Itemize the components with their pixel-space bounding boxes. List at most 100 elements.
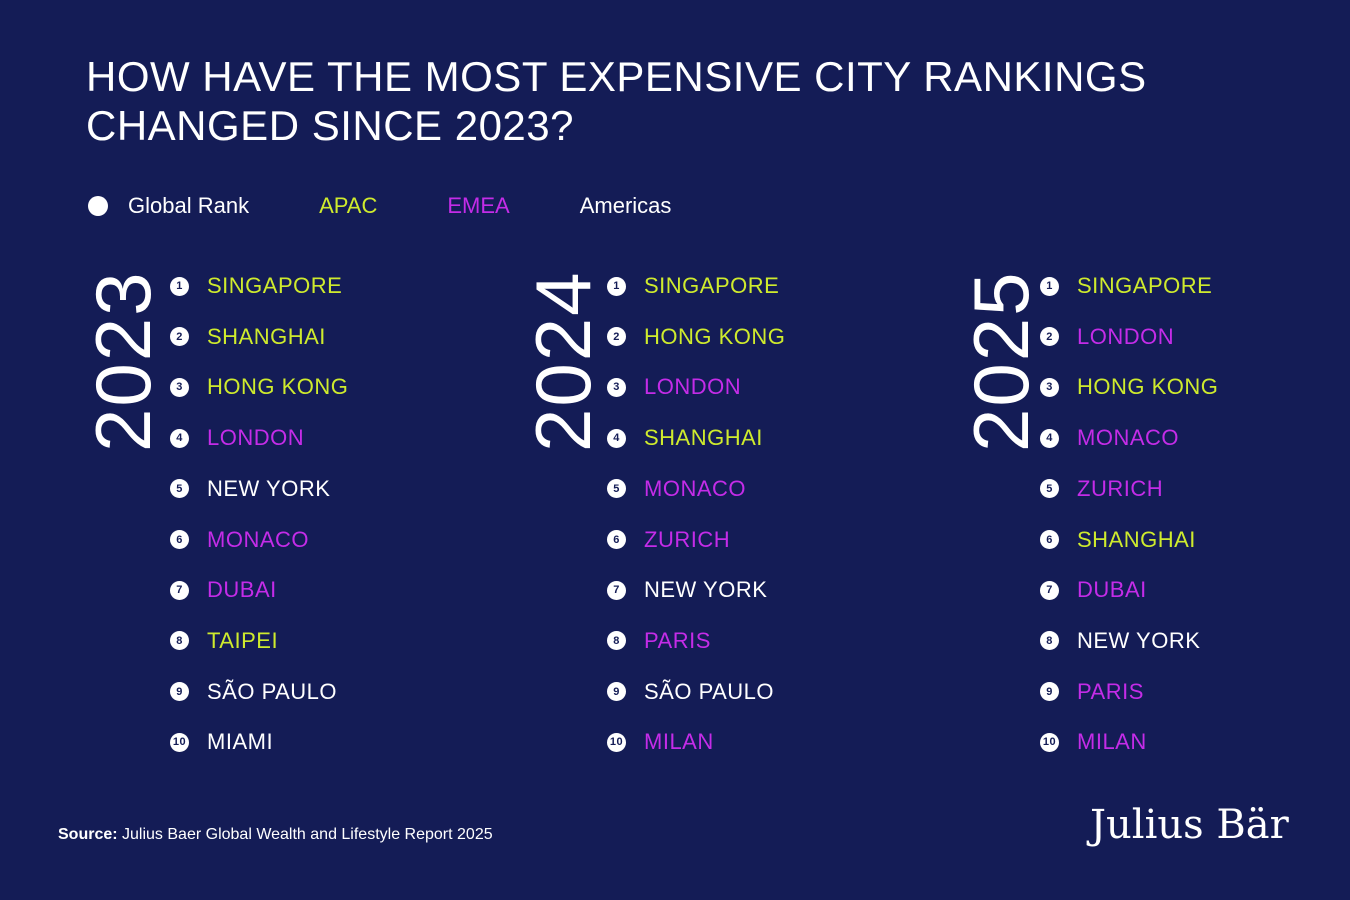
- ranking-row: 4 LONDON: [170, 420, 304, 456]
- ranking-row: 2 SHANGHAI: [170, 319, 326, 355]
- city-name: PARIS: [644, 627, 711, 653]
- city-name: PARIS: [1077, 678, 1144, 704]
- rank-badge: 4: [170, 428, 189, 448]
- rank-badge: 2: [607, 327, 626, 347]
- city-name: MONACO: [207, 526, 309, 552]
- page-title: HOW HAVE THE MOST EXPENSIVE CITY RANKING…: [86, 52, 1147, 150]
- rank-badge: 6: [607, 530, 626, 549]
- ranking-row: 8 NEW YORK: [1040, 623, 1200, 659]
- rank-badge: 3: [607, 377, 626, 397]
- ranking-row: 8 PARIS: [607, 623, 711, 659]
- ranking-row: 9 SÃO PAULO: [607, 674, 774, 710]
- city-name: NEW YORK: [644, 577, 768, 603]
- rank-badge: 8: [1040, 631, 1059, 651]
- rank-badge: 7: [607, 580, 626, 600]
- city-name: DUBAI: [1077, 577, 1147, 603]
- city-name: HONG KONG: [207, 374, 349, 400]
- ranking-row: 10 MILAN: [607, 724, 714, 760]
- legend-americas: Americas: [579, 193, 672, 218]
- global-rank-dot-icon: [88, 196, 108, 216]
- ranking-row: 9 PARIS: [1040, 674, 1144, 710]
- city-name: HONG KONG: [644, 323, 786, 349]
- source-text: Julius Baer Global Wealth and Lifestyle …: [117, 826, 493, 843]
- ranking-row: 5 MONACO: [607, 471, 746, 507]
- year-label: 2024: [519, 270, 607, 452]
- city-name: SINGAPORE: [644, 273, 780, 298]
- rank-badge: 7: [170, 580, 189, 600]
- ranking-row: 9 SÃO PAULO: [170, 674, 337, 710]
- rank-badge: 5: [1040, 479, 1059, 499]
- city-name: HONG KONG: [1077, 374, 1219, 400]
- rank-badge: 1: [1040, 276, 1059, 296]
- year-label: 2025: [957, 270, 1045, 452]
- rank-badge: 3: [1040, 377, 1059, 397]
- city-name: LONDON: [644, 374, 742, 400]
- rank-badge: 7: [1040, 580, 1059, 600]
- source-note: Source: Julius Baer Global Wealth and Li…: [58, 826, 493, 844]
- ranking-row: 4 SHANGHAI: [607, 420, 763, 456]
- legend: Global Rank APAC EMEA Americas: [88, 192, 741, 220]
- rank-badge: 9: [170, 682, 189, 702]
- ranking-row: 3 LONDON: [607, 369, 741, 405]
- city-name: SHANGHAI: [644, 425, 763, 451]
- year-label: 2023: [79, 270, 167, 452]
- ranking-row: 10 MIAMI: [170, 724, 273, 760]
- rank-badge: 1: [607, 276, 626, 296]
- city-name: MILAN: [1077, 729, 1147, 755]
- city-name: DUBAI: [207, 577, 277, 603]
- city-name: SINGAPORE: [207, 273, 343, 298]
- rank-badge: 5: [170, 479, 189, 499]
- ranking-row: 3 HONG KONG: [1040, 369, 1218, 405]
- city-name: ZURICH: [1077, 475, 1164, 501]
- ranking-row: 7 NEW YORK: [607, 572, 767, 608]
- ranking-row: 6 MONACO: [170, 522, 309, 558]
- legend-emea: EMEA: [447, 193, 510, 218]
- city-name: SÃO PAULO: [207, 678, 338, 704]
- ranking-row: 8 TAIPEI: [170, 623, 278, 659]
- city-name: NEW YORK: [207, 475, 331, 501]
- rank-badge: 4: [607, 428, 626, 448]
- rank-badge: 3: [170, 377, 189, 397]
- ranking-row: 2 HONG KONG: [607, 319, 785, 355]
- legend-apac: APAC: [319, 193, 378, 218]
- julius-baer-logo: Julius Bär: [1090, 802, 1289, 848]
- title-line-2: CHANGED SINCE 2023?: [86, 102, 575, 149]
- legend-global-rank: Global Rank: [128, 193, 250, 218]
- rank-badge: 2: [1040, 327, 1059, 347]
- ranking-row: 1 SINGAPORE: [1040, 268, 1212, 304]
- city-name: TAIPEI: [207, 627, 279, 653]
- city-name: NEW YORK: [1077, 627, 1201, 653]
- ranking-row: 7 DUBAI: [170, 572, 277, 608]
- ranking-row: 2 LONDON: [1040, 319, 1174, 355]
- source-label: Source:: [58, 826, 118, 843]
- ranking-row: 5 ZURICH: [1040, 471, 1163, 507]
- city-name: MIAMI: [207, 729, 274, 755]
- city-name: LONDON: [207, 425, 305, 451]
- ranking-row: 5 NEW YORK: [170, 471, 330, 507]
- rank-badge: 8: [170, 631, 189, 651]
- ranking-row: 1 SINGAPORE: [607, 268, 779, 304]
- ranking-row: 10 MILAN: [1040, 724, 1147, 760]
- city-name: LONDON: [1077, 323, 1175, 349]
- rank-badge: 6: [1040, 530, 1059, 549]
- rank-badge: 8: [607, 631, 626, 651]
- ranking-row: 3 HONG KONG: [170, 369, 348, 405]
- city-name: SHANGHAI: [207, 323, 326, 349]
- ranking-row: 4 MONACO: [1040, 420, 1179, 456]
- rank-badge: 5: [607, 479, 626, 499]
- city-name: SINGAPORE: [1077, 273, 1213, 298]
- rank-badge: 1: [170, 276, 189, 296]
- rank-badge: 10: [1040, 732, 1059, 752]
- city-name: ZURICH: [644, 526, 731, 552]
- rank-badge: 10: [607, 732, 626, 752]
- city-name: MILAN: [644, 729, 714, 755]
- ranking-row: 1 SINGAPORE: [170, 268, 342, 304]
- city-name: MONACO: [644, 475, 746, 501]
- rank-badge: 9: [1040, 682, 1059, 702]
- rank-badge: 4: [1040, 428, 1059, 448]
- city-name: SÃO PAULO: [644, 678, 775, 704]
- ranking-row: 6 SHANGHAI: [1040, 522, 1196, 558]
- ranking-row: 7 DUBAI: [1040, 572, 1147, 608]
- title-line-1: HOW HAVE THE MOST EXPENSIVE CITY RANKING…: [86, 53, 1147, 100]
- rank-badge: 10: [170, 732, 189, 752]
